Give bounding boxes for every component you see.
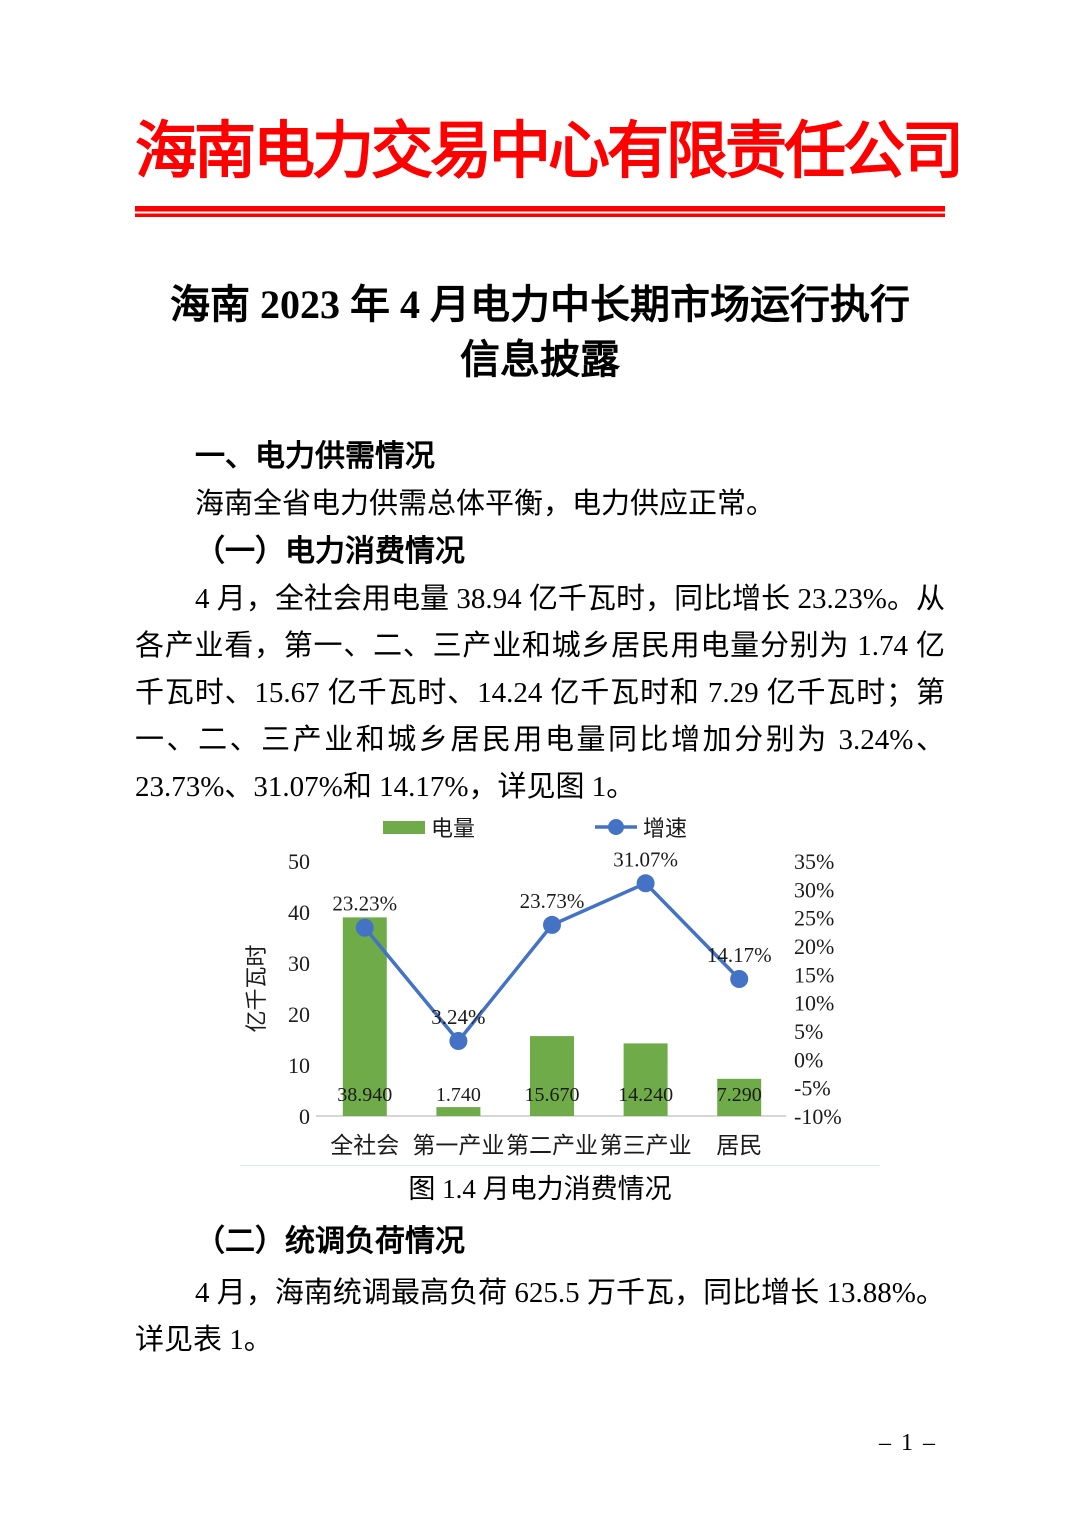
left-axis-tick: 40 <box>288 900 310 925</box>
document-title: 海南 2023 年 4 月电力中长期市场运行执行 信息披露 <box>135 277 945 387</box>
line-point-2 <box>543 915 561 934</box>
right-axis-tick: 0% <box>794 1047 823 1072</box>
line-point-label-3: 31.07% <box>613 847 678 871</box>
right-axis-tick: 25% <box>794 906 834 931</box>
legend-bar-swatch <box>383 821 425 834</box>
bar-label-3: 14.240 <box>618 1084 673 1106</box>
right-axis-tick: -5% <box>794 1076 831 1101</box>
paragraph-load-stats: 4 月，海南统调最高负荷 625.5 万千瓦，同比增长 13.88%。详见表 1… <box>135 1277 945 1356</box>
line-point-1 <box>449 1032 468 1050</box>
section-heading-power-supply-demand: 一、电力供需情况 <box>195 440 435 473</box>
line-point-4 <box>730 970 749 988</box>
line-point-label-1: 3.24% <box>431 1005 485 1029</box>
document-title-line-1: 海南 2023 年 4 月电力中长期市场运行执行 <box>170 282 910 327</box>
legend-line-marker <box>608 819 624 835</box>
chart-right-axis: 35% 30% 25% 20% 15% 10% 5% 0% -5% -10% <box>794 849 842 1129</box>
figure-1: 电量 增速 50 40 30 20 10 0 亿千瓦时 35% 30% 25% 20% 15% 10% 5% 0… <box>135 803 945 1206</box>
right-axis-tick: -10% <box>794 1104 842 1129</box>
letterhead-company-title: 海南电力交易中心有限责任公司 <box>135 118 964 186</box>
figure1-chart-svg: 电量 增速 50 40 30 20 10 0 亿千瓦时 35% 30% 25% 20% 15% 10% 5% 0… <box>244 816 842 1158</box>
left-axis-tick: 50 <box>288 849 310 874</box>
line-point-3 <box>636 874 655 893</box>
line-point-label-2: 23.73% <box>520 889 585 913</box>
bar-4 <box>717 1078 762 1116</box>
chart-bars: 38.940 1.740 15.670 14.240 7.290 <box>337 917 762 1116</box>
right-axis-tick: 10% <box>794 991 834 1016</box>
figure1-combo-chart: 电量 增速 50 40 30 20 10 0 亿千瓦时 35% 30% 25% 20% 15% 10% 5% 0… <box>240 803 880 1166</box>
bar-label-0: 38.940 <box>337 1084 392 1106</box>
left-axis-tick: 30 <box>288 951 310 976</box>
bar-label-1: 1.740 <box>436 1084 481 1106</box>
left-axis-title: 亿千瓦时 <box>244 944 269 1032</box>
right-axis-tick: 30% <box>794 877 834 902</box>
figure1-caption: 图 1.4 月电力消费情况 <box>408 1174 672 1204</box>
bar-0 <box>342 917 387 1116</box>
left-axis-tick: 10 <box>288 1053 310 1078</box>
category-label-2: 第二产业 <box>506 1133 598 1158</box>
category-label-4: 居民 <box>716 1133 762 1158</box>
right-axis-tick: 35% <box>794 849 834 874</box>
category-label-0: 全社会 <box>330 1133 399 1158</box>
bar-1 <box>436 1107 481 1116</box>
right-axis-tick: 15% <box>794 962 834 987</box>
left-axis-tick: 0 <box>299 1104 310 1129</box>
line-point-0 <box>355 918 374 937</box>
chart-left-axis: 50 40 30 20 10 0 亿千瓦时 <box>244 849 310 1129</box>
legend-line-label: 增速 <box>643 816 687 841</box>
subsection-heading-dispatch-load: （二）统调负荷情况 <box>195 1225 465 1258</box>
chart-legend: 电量 增速 <box>383 816 687 841</box>
legend-bar-label: 电量 <box>431 816 475 841</box>
bar-3 <box>623 1043 668 1116</box>
subsection-heading-consumption: （一）电力消费情况 <box>195 535 465 568</box>
chart-line-series: 23.23% 3.24% 23.73% 31.07% 14.17% <box>332 847 772 1050</box>
paragraph-supply-balance: 海南全省电力供需总体平衡，电力供应正常。 <box>195 488 776 520</box>
line-point-label-0: 23.23% <box>332 892 397 916</box>
bar-2 <box>530 1036 574 1116</box>
bar-label-2: 15.670 <box>525 1084 580 1106</box>
category-label-1: 第一产业 <box>412 1133 504 1158</box>
right-axis-tick: 5% <box>794 1019 823 1044</box>
document-title-line-2: 信息披露 <box>460 337 620 382</box>
page-number: – 1 – <box>879 1430 937 1456</box>
line-point-label-4: 14.17% <box>707 943 772 967</box>
bar-label-4: 7.290 <box>717 1084 762 1106</box>
chart-category-axis: 全社会 第一产业 第二产业 第三产业 居民 <box>330 1133 762 1158</box>
category-label-3: 第三产业 <box>600 1133 692 1158</box>
left-axis-tick: 20 <box>288 1002 310 1027</box>
right-axis-tick: 20% <box>794 934 834 959</box>
letterhead-divider-rule <box>135 206 945 217</box>
paragraph-consumption-stats: 4 月，全社会用电量 38.94 亿千瓦时，同比增长 23.23%。从各产业看，… <box>135 583 945 803</box>
